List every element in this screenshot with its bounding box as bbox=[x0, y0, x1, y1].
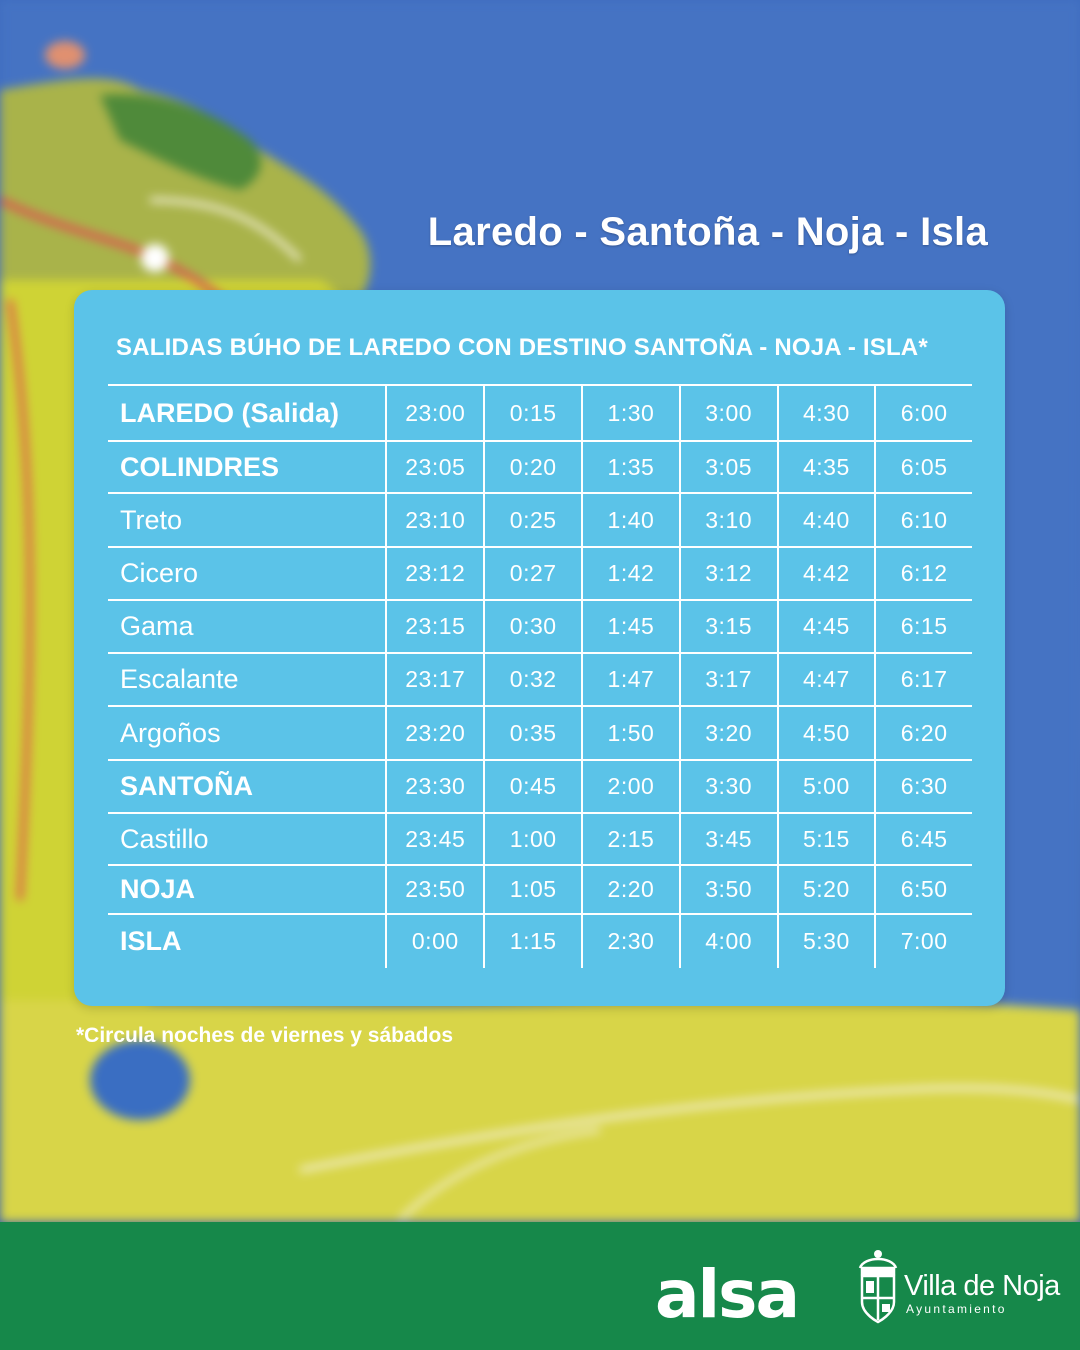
departure-time: 3:12 bbox=[678, 547, 778, 600]
departure-time: 23:00 bbox=[385, 385, 485, 441]
departure-time: 5:15 bbox=[776, 813, 876, 865]
schedule-row: ISLA 0:00 1:15 2:30 4:00 5:30 7:00 bbox=[108, 914, 972, 968]
stop-name: LAREDO (Salida) bbox=[120, 397, 340, 428]
schedule-row: SANTOÑA 23:30 0:45 2:00 3:30 5:00 6:30 bbox=[108, 760, 972, 813]
departure-time: 2:00 bbox=[581, 760, 680, 813]
stop-name: SANTOÑA bbox=[120, 771, 254, 801]
departure-time: 3:15 bbox=[678, 600, 778, 653]
departure-time: 0:15 bbox=[483, 385, 583, 441]
departure-time: 0:30 bbox=[483, 600, 583, 653]
departure-time: 4:30 bbox=[776, 385, 876, 441]
departure-time: 1:15 bbox=[483, 914, 583, 968]
alsa-logo: alsa bbox=[655, 1256, 800, 1333]
departure-time: 4:45 bbox=[776, 600, 876, 653]
departure-time: 1:40 bbox=[581, 493, 680, 547]
departure-time: 23:50 bbox=[385, 865, 485, 914]
stop-name: ISLA bbox=[120, 926, 182, 956]
departure-time: 1:30 bbox=[581, 385, 680, 441]
departure-time: 3:50 bbox=[678, 865, 778, 914]
departure-time: 4:00 bbox=[678, 914, 778, 968]
departure-time: 1:00 bbox=[483, 813, 583, 865]
departure-time: 5:00 bbox=[776, 760, 876, 813]
schedule-row: Argoños 23:20 0:35 1:50 3:20 4:50 6:20 bbox=[108, 706, 972, 760]
departure-time: 1:47 bbox=[581, 653, 680, 706]
departure-time: 6:05 bbox=[874, 441, 972, 493]
departure-time: 4:40 bbox=[776, 493, 876, 547]
departure-time: 6:17 bbox=[874, 653, 972, 706]
schedule-row: Treto 23:10 0:25 1:40 3:10 4:40 6:10 bbox=[108, 493, 972, 547]
departure-time: 5:30 bbox=[776, 914, 876, 968]
departure-time: 2:15 bbox=[581, 813, 680, 865]
villa-de-noja-name: Villa de Noja bbox=[904, 1270, 1060, 1302]
schedule-table: LAREDO (Salida) 23:00 0:15 1:30 3:00 4:30 6:00… bbox=[108, 384, 972, 968]
stop-name: COLINDRES bbox=[120, 451, 280, 482]
departure-time: 3:17 bbox=[678, 653, 778, 706]
schedule-row: Castillo 23:45 1:00 2:15 3:45 5:15 6:45 bbox=[108, 813, 972, 865]
departure-time: 2:20 bbox=[581, 865, 680, 914]
departure-time: 4:47 bbox=[776, 653, 876, 706]
departure-time: 0:45 bbox=[483, 760, 583, 813]
departure-time: 23:20 bbox=[385, 706, 485, 760]
departure-time: 4:42 bbox=[776, 547, 876, 600]
villa-de-noja-subtitle: Ayuntamiento bbox=[906, 1302, 1007, 1316]
departure-time: 3:05 bbox=[678, 441, 778, 493]
departure-time: 3:30 bbox=[678, 760, 778, 813]
stop-name: Castillo bbox=[120, 823, 209, 854]
departure-time: 6:12 bbox=[874, 547, 972, 600]
schedule-heading: SALIDAS BÚHO DE LAREDO CON DESTINO SANTO… bbox=[116, 334, 928, 361]
schedule-row: COLINDRES 23:05 0:20 1:35 3:05 4:35 6:05 bbox=[108, 441, 972, 493]
departure-time: 6:00 bbox=[874, 385, 972, 441]
stop-name: Escalante bbox=[120, 664, 239, 694]
departure-time: 1:35 bbox=[581, 441, 680, 493]
stop-name: Gama bbox=[120, 611, 194, 641]
departure-time: 3:10 bbox=[678, 493, 778, 547]
departure-time: 23:10 bbox=[385, 493, 485, 547]
departure-time: 6:10 bbox=[874, 493, 972, 547]
departure-time: 23:15 bbox=[385, 600, 485, 653]
departure-time: 7:00 bbox=[874, 914, 972, 968]
departure-time: 23:17 bbox=[385, 653, 485, 706]
schedule-card: SALIDAS BÚHO DE LAREDO CON DESTINO SANTO… bbox=[74, 290, 1005, 1006]
departure-time: 23:45 bbox=[385, 813, 485, 865]
stop-name: Treto bbox=[120, 504, 183, 535]
schedule-row: Gama 23:15 0:30 1:45 3:15 4:45 6:15 bbox=[108, 600, 972, 653]
departure-time: 2:30 bbox=[581, 914, 680, 968]
departure-time: 23:05 bbox=[385, 441, 485, 493]
stop-name: NOJA bbox=[120, 874, 196, 904]
departure-time: 0:32 bbox=[483, 653, 583, 706]
departure-time: 3:45 bbox=[678, 813, 778, 865]
departure-time: 23:12 bbox=[385, 547, 485, 600]
departure-time: 6:30 bbox=[874, 760, 972, 813]
departure-time: 3:20 bbox=[678, 706, 778, 760]
stop-name: Argoños bbox=[120, 717, 221, 748]
departure-time: 0:25 bbox=[483, 493, 583, 547]
departure-time: 4:35 bbox=[776, 441, 876, 493]
departure-time: 1:42 bbox=[581, 547, 680, 600]
schedule-row: Cicero 23:12 0:27 1:42 3:12 4:42 6:12 bbox=[108, 547, 972, 600]
route-title: Laredo - Santoña - Noja - Isla bbox=[427, 210, 988, 254]
villa-de-noja-crest-icon bbox=[858, 1250, 898, 1324]
departure-time: 6:20 bbox=[874, 706, 972, 760]
schedule-row: Escalante 23:17 0:32 1:47 3:17 4:47 6:17 bbox=[108, 653, 972, 706]
departure-time: 6:50 bbox=[874, 865, 972, 914]
departure-time: 23:30 bbox=[385, 760, 485, 813]
departure-time: 6:15 bbox=[874, 600, 972, 653]
departure-time: 3:00 bbox=[678, 385, 778, 441]
departure-time: 1:45 bbox=[581, 600, 680, 653]
departure-time: 0:00 bbox=[385, 914, 485, 968]
footer-bar bbox=[0, 1222, 1080, 1350]
stop-name: Cicero bbox=[120, 558, 199, 588]
schedule-row: LAREDO (Salida) 23:00 0:15 1:30 3:00 4:30 6:00 bbox=[108, 385, 972, 441]
departure-time: 0:35 bbox=[483, 706, 583, 760]
departure-time: 1:05 bbox=[483, 865, 583, 914]
departure-time: 5:20 bbox=[776, 865, 876, 914]
departure-time: 6:45 bbox=[874, 813, 972, 865]
departure-time: 4:50 bbox=[776, 706, 876, 760]
departure-time: 0:27 bbox=[483, 547, 583, 600]
departure-time: 1:50 bbox=[581, 706, 680, 760]
footnote: *Circula noches de viernes y sábados bbox=[76, 1024, 453, 1047]
schedule-row: NOJA 23:50 1:05 2:20 3:50 5:20 6:50 bbox=[108, 865, 972, 914]
departure-time: 0:20 bbox=[483, 441, 583, 493]
